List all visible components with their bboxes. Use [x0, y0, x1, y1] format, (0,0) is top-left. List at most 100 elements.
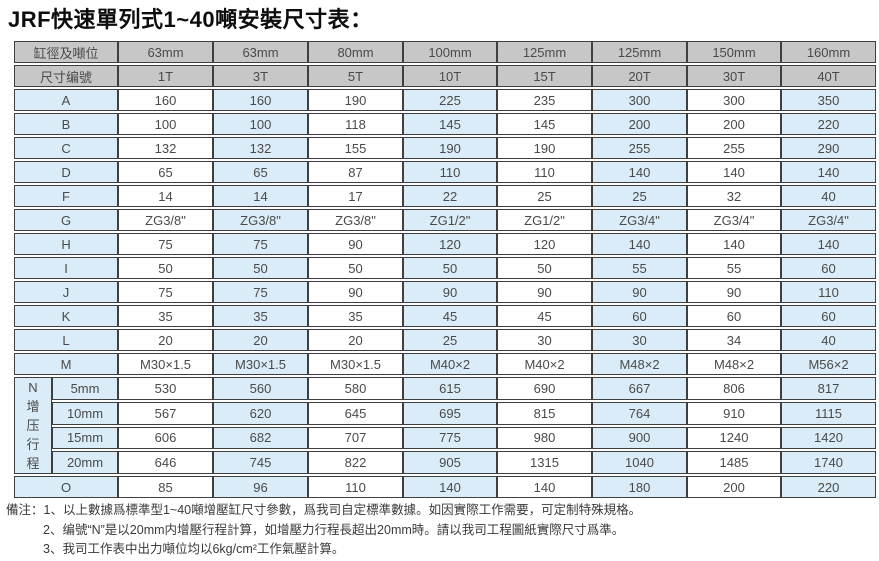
- cell: 40: [781, 185, 877, 207]
- cell: 1485: [687, 451, 782, 474]
- header-bore-cell: 160mm: [781, 41, 877, 63]
- cell: 560: [213, 377, 309, 400]
- n-subrow-label: 15mm: [52, 426, 119, 450]
- cell: 32: [687, 185, 782, 207]
- cell: M30×1.5: [308, 353, 404, 375]
- header-bore-cell: 150mm: [687, 41, 782, 63]
- cell: 60: [781, 257, 877, 279]
- header-code-label: 尺寸编號: [14, 65, 119, 87]
- cell: 220: [781, 113, 877, 135]
- cell: ZG3/4": [687, 209, 782, 231]
- cell: ZG3/8": [118, 209, 214, 231]
- cell: 20: [213, 329, 309, 351]
- row-label: F: [14, 185, 119, 207]
- cell: 745: [213, 451, 309, 474]
- cell: 695: [403, 401, 498, 425]
- cell: 140: [497, 476, 593, 498]
- cell: 300: [592, 89, 688, 111]
- cell: 110: [497, 161, 593, 183]
- cell: 14: [118, 185, 214, 207]
- row-label: J: [14, 281, 119, 303]
- cell: 822: [308, 451, 404, 474]
- cell: 90: [308, 281, 404, 303]
- cell: 50: [213, 257, 309, 279]
- n-subrow-label: 10mm: [52, 401, 119, 425]
- cell: 110: [403, 161, 498, 183]
- table-row: L 20 20 20 25 30 30 34 40: [14, 329, 877, 351]
- header-code-cell: 1T: [118, 65, 214, 87]
- cell: 606: [118, 426, 214, 450]
- row-label: K: [14, 305, 119, 327]
- cell: 140: [687, 233, 782, 255]
- header-bore-cell: 125mm: [592, 41, 688, 63]
- cell: ZG1/2": [403, 209, 498, 231]
- cell: 667: [592, 377, 688, 400]
- cell: 290: [781, 137, 877, 159]
- cell: 55: [687, 257, 782, 279]
- cell: 200: [592, 113, 688, 135]
- cell: 120: [403, 233, 498, 255]
- cell: 30: [592, 329, 688, 351]
- cell: 910: [687, 401, 782, 425]
- table-row-n: 20mm 646 745 822 905 1315 1040 1485 1740: [14, 451, 877, 474]
- header-bore-cell: 100mm: [403, 41, 498, 63]
- cell: 110: [781, 281, 877, 303]
- cell: 110: [308, 476, 404, 498]
- cell: 45: [497, 305, 593, 327]
- table-row: O 85 96 110 140 140 180 200 220: [14, 476, 877, 498]
- cell: 225: [403, 89, 498, 111]
- cell: 50: [497, 257, 593, 279]
- n-group-label-char: 程: [26, 456, 40, 471]
- note-line: 3、我司工作表中出力噸位均以6kg/cm²工作氣壓計算。: [43, 540, 866, 560]
- cell: 160: [118, 89, 214, 111]
- cell: 35: [118, 305, 214, 327]
- cell: 900: [592, 426, 688, 450]
- cell: 90: [592, 281, 688, 303]
- cell: 620: [213, 401, 309, 425]
- header-bore-cell: 63mm: [118, 41, 214, 63]
- cell: 25: [497, 185, 593, 207]
- cell: 145: [497, 113, 593, 135]
- cell: 255: [687, 137, 782, 159]
- n-group-label-char: 压: [26, 418, 40, 433]
- dimension-table-wrap: 缸徑及噸位 63mm 63mm 80mm 100mm 125mm 125mm 150mm 160…: [14, 39, 877, 500]
- cell: 300: [687, 89, 782, 111]
- cell: 75: [118, 233, 214, 255]
- cell: 255: [592, 137, 688, 159]
- cell: 40: [781, 329, 877, 351]
- cell: 20: [118, 329, 214, 351]
- header-bore-cell: 80mm: [308, 41, 404, 63]
- header-code-cell: 30T: [687, 65, 782, 87]
- cell: ZG3/4": [592, 209, 688, 231]
- header-row-code: 尺寸编號 1T 3T 5T 10T 15T 20T 30T 40T: [14, 65, 877, 87]
- header-code-cell: 20T: [592, 65, 688, 87]
- cell: 190: [403, 137, 498, 159]
- cell: 140: [781, 161, 877, 183]
- cell: M40×2: [403, 353, 498, 375]
- cell: 132: [118, 137, 214, 159]
- table-row: B 100 100 118 145 145 200 200 220: [14, 113, 877, 135]
- cell: 140: [592, 233, 688, 255]
- cell: 235: [497, 89, 593, 111]
- dimension-table: 缸徑及噸位 63mm 63mm 80mm 100mm 125mm 125mm 150mm 160…: [14, 39, 877, 500]
- note-text: 3、我司工作表中出力噸位均以6kg/cm²工作氣壓計算。: [43, 542, 345, 556]
- cell: 1315: [497, 451, 593, 474]
- cell: 120: [497, 233, 593, 255]
- cell: 806: [687, 377, 782, 400]
- cell: 200: [687, 476, 782, 498]
- cell: 85: [118, 476, 214, 498]
- cell: 1040: [592, 451, 688, 474]
- cell: 132: [213, 137, 309, 159]
- notes: 備注：1、以上數據爲標準型1~40噸增壓缸尺寸參數，爲我司自定標準數據。如因實際…: [6, 501, 866, 560]
- header-bore-label: 缸徑及噸位: [14, 41, 119, 63]
- cell: M30×1.5: [213, 353, 309, 375]
- row-label: D: [14, 161, 119, 183]
- cell: M30×1.5: [118, 353, 214, 375]
- cell: 50: [308, 257, 404, 279]
- header-row-bore: 缸徑及噸位 63mm 63mm 80mm 100mm 125mm 125mm 150mm 160…: [14, 41, 877, 63]
- cell: 145: [403, 113, 498, 135]
- cell: 35: [213, 305, 309, 327]
- cell: 25: [403, 329, 498, 351]
- cell: 682: [213, 426, 309, 450]
